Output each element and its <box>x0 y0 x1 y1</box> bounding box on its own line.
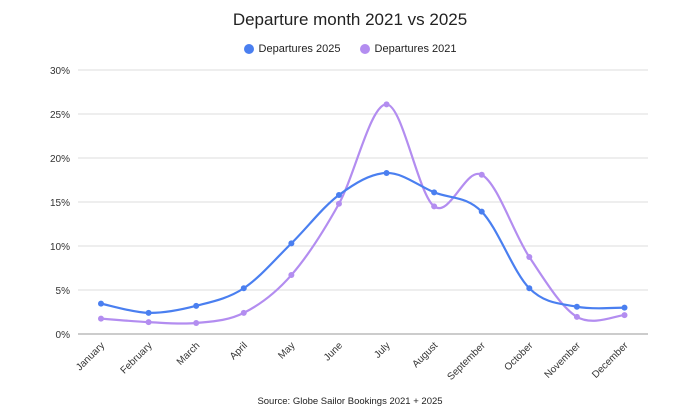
x-tick-label: April <box>228 340 250 362</box>
x-tick-label: October <box>503 340 536 373</box>
legend-label-2025: Departures 2025 <box>258 43 341 55</box>
y-tick-label: 30% <box>50 66 70 77</box>
data-point <box>478 208 485 215</box>
x-tick-label: March <box>175 340 202 367</box>
legend-marker-2021 <box>359 44 370 54</box>
x-tick-label: June <box>322 340 345 363</box>
data-point <box>288 240 295 247</box>
legend-label-2021: Departures 2021 <box>374 43 457 55</box>
data-point <box>621 304 628 311</box>
data-point <box>240 309 247 316</box>
data-point <box>288 272 295 279</box>
data-point <box>145 319 152 326</box>
data-point <box>526 285 533 292</box>
legend-item-2021[interactable]: Departures 2021 <box>359 43 457 55</box>
source-note: Source: Globe Sailor Bookings 2021 + 202… <box>257 396 443 407</box>
data-point <box>526 254 533 260</box>
data-point <box>383 169 390 176</box>
x-tick-label: December <box>590 340 631 381</box>
chart-title: Departure month 2021 vs 2025 <box>232 10 468 29</box>
x-tick-label: July <box>372 340 392 360</box>
y-tick-label: 10% <box>50 242 70 253</box>
y-tick-label: 5% <box>56 286 71 297</box>
data-point <box>335 200 342 207</box>
data-point <box>193 302 200 309</box>
series-line <box>100 103 625 325</box>
y-tick-label: 20% <box>50 154 70 165</box>
legend-item-2025[interactable]: Departures 2025 <box>243 43 341 55</box>
data-point <box>573 313 580 320</box>
data-point <box>478 171 485 178</box>
x-tick-label: May <box>276 340 297 361</box>
data-point <box>621 312 628 319</box>
data-point <box>573 303 580 310</box>
data-point <box>431 203 438 210</box>
x-tick-label: January <box>74 340 107 373</box>
data-point <box>335 191 342 198</box>
data-point <box>98 315 104 322</box>
data-point <box>240 285 247 292</box>
data-point <box>145 309 152 316</box>
series-line <box>100 171 625 314</box>
legend: Departures 2025 Departures 2021 <box>0 43 700 57</box>
y-tick-label: 25% <box>50 110 70 121</box>
x-tick-label: August <box>410 340 440 370</box>
data-point <box>98 300 104 307</box>
legend-marker-2025 <box>243 44 254 54</box>
x-tick-label: February <box>119 340 155 376</box>
y-tick-label: 0% <box>56 330 71 341</box>
data-point <box>431 189 438 196</box>
y-tick-label: 15% <box>50 198 70 209</box>
data-point <box>193 320 200 326</box>
data-point <box>383 101 390 108</box>
x-tick-label: November <box>543 340 584 381</box>
x-tick-label: September <box>445 340 488 383</box>
